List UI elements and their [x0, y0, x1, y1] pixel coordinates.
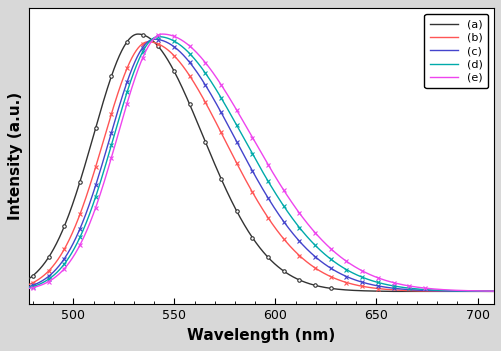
(a): [199, 133, 205, 138]
(a): [10, 284, 16, 289]
(b): [145, 40, 151, 44]
(e): [159, 32, 165, 36]
Legend: (a), (b), (c), (d), (e): (a), (b), (c), (d), (e): [424, 14, 487, 88]
(b): [10, 287, 16, 291]
(a): [494, 289, 500, 293]
(a): [385, 289, 391, 293]
(a): [221, 184, 227, 188]
(a): [441, 289, 447, 293]
(c): [151, 37, 157, 41]
(d): [199, 67, 205, 72]
(c): [10, 288, 16, 292]
(d): [10, 288, 16, 292]
(e): [10, 289, 16, 293]
(e): [199, 57, 205, 61]
(d): [95, 186, 101, 190]
Line: (b): (b): [13, 42, 501, 291]
Y-axis label: Intensity (a.u.): Intensity (a.u.): [9, 92, 23, 220]
(b): [199, 95, 205, 100]
Line: (d): (d): [13, 37, 501, 291]
Line: (c): (c): [13, 39, 501, 291]
(c): [199, 79, 205, 83]
(b): [95, 155, 101, 159]
(c): [494, 289, 500, 293]
(e): [441, 287, 447, 292]
(e): [221, 87, 227, 92]
(e): [66, 260, 72, 265]
(b): [66, 238, 72, 242]
(d): [441, 289, 447, 293]
(a): [66, 212, 72, 216]
Line: (e): (e): [13, 34, 501, 291]
(b): [221, 137, 227, 141]
(a): [135, 32, 141, 36]
X-axis label: Wavelength (nm): Wavelength (nm): [187, 328, 335, 343]
(b): [494, 289, 500, 293]
(e): [95, 197, 101, 201]
(e): [494, 289, 500, 293]
(c): [221, 116, 227, 120]
(d): [221, 101, 227, 105]
(a): [95, 116, 101, 120]
(d): [494, 289, 500, 293]
Line: (a): (a): [13, 34, 501, 291]
(c): [66, 249, 72, 253]
(c): [441, 289, 447, 293]
(d): [66, 255, 72, 259]
(d): [155, 34, 161, 39]
(c): [95, 174, 101, 178]
(b): [441, 289, 447, 293]
